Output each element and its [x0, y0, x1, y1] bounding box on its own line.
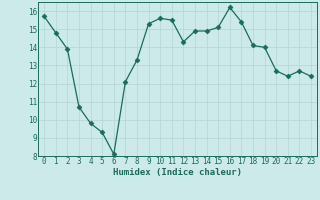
X-axis label: Humidex (Indice chaleur): Humidex (Indice chaleur) — [113, 168, 242, 177]
